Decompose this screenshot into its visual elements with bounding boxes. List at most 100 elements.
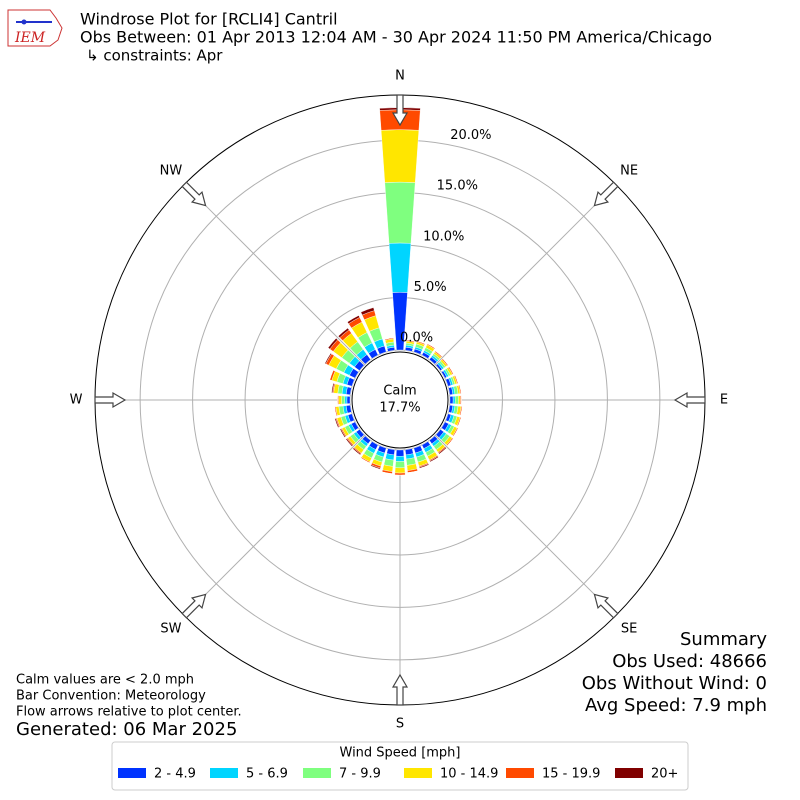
bar-segment [380, 129, 420, 183]
bar-segment [453, 428, 459, 437]
flow-arrow-shape [391, 94, 409, 127]
logo-text: IEM [14, 30, 46, 46]
legend-label: 7 - 9.9 [339, 767, 381, 782]
flow-arrow-shape [593, 181, 619, 207]
flow-arrow-shape [94, 391, 127, 409]
spoke [183, 183, 365, 365]
chart-subtitle: Obs Between: 01 Apr 2013 12:04 AM - 30 A… [80, 28, 712, 47]
flow-arrow [391, 673, 409, 706]
direction-label: SE [621, 622, 637, 637]
logo-outline [7, 9, 63, 47]
flow-arrow-shape [391, 673, 409, 706]
legend-label: 20+ [651, 767, 678, 782]
flow-arrow-shape [673, 391, 706, 409]
flow-arrow-shape [181, 593, 207, 619]
summary-line: Avg Speed: 7.9 mph [585, 695, 767, 716]
bar-segment [395, 455, 405, 462]
legend-swatch [210, 768, 238, 778]
flow-arrow [673, 391, 706, 409]
flow-arrow [593, 181, 619, 207]
bar-segment [341, 395, 346, 405]
note: Calm values are < 2.0 mph [16, 673, 194, 688]
legend-label: 5 - 6.9 [246, 767, 288, 782]
bar-segment [449, 396, 454, 404]
summary-line: Obs Without Wind: 0 [582, 673, 767, 694]
bar-segment [344, 395, 348, 405]
direction-label: S [396, 717, 404, 732]
bar-segment [438, 447, 447, 455]
bar-segment [442, 358, 449, 366]
spoke [183, 435, 365, 617]
flow-arrow [593, 593, 619, 619]
bar-segment [384, 337, 394, 340]
bar-segment [419, 463, 430, 469]
spoke [435, 435, 617, 617]
bar-segment [384, 181, 416, 244]
flow-arrow [94, 391, 127, 409]
bar-segment [324, 352, 332, 365]
r-tick-label: 10.0% [423, 229, 464, 244]
flow-arrow [181, 181, 207, 207]
r-tick-label: 0.0% [400, 331, 433, 346]
bar-segment [394, 467, 406, 474]
spoke [435, 183, 617, 365]
bar-segment [334, 418, 340, 428]
flow-arrow [391, 94, 409, 127]
logo: IEM [7, 9, 63, 47]
bar-segment [407, 470, 418, 473]
generated: Generated: 06 Mar 2025 [16, 719, 237, 740]
logo-dot [21, 19, 27, 25]
r-tick-label: 5.0% [414, 280, 447, 295]
summary-line: Summary [680, 629, 767, 650]
legend-swatch [404, 768, 432, 778]
calm-circle [351, 351, 449, 449]
bar-segment [338, 395, 342, 405]
bar-segment [331, 383, 335, 394]
bar-segment [427, 343, 436, 349]
bar-segment [360, 307, 375, 316]
legend-label: 2 - 4.9 [154, 767, 196, 782]
bar-segment [329, 370, 334, 380]
legend-swatch [303, 768, 331, 778]
bar-segment [382, 471, 393, 474]
bar-segment [429, 455, 439, 463]
constraints: ↳ constraints: Apr [86, 47, 223, 65]
flow-arrow [181, 593, 207, 619]
bar-segment [447, 438, 454, 446]
bar-segment [454, 395, 459, 405]
legend-label: 15 - 19.9 [542, 767, 600, 782]
note: Bar Convention: Meteorology [16, 689, 206, 704]
bar-segment [394, 472, 406, 476]
summary-line: Obs Used: 48666 [612, 651, 767, 672]
bar-segment [339, 428, 346, 438]
flow-arrow-shape [181, 181, 207, 207]
bar-segment [338, 327, 350, 338]
legend-label: 10 - 14.9 [440, 767, 498, 782]
bar-segment [352, 447, 362, 456]
legend-box [111, 741, 689, 791]
legend-swatch [506, 768, 534, 778]
direction-label: NE [620, 163, 638, 178]
bar-segment [395, 449, 405, 457]
direction-label: N [395, 69, 405, 84]
r-tick-label: 20.0% [450, 128, 491, 143]
legend-title: Wind Speed [mph] [340, 746, 461, 761]
bar-segment [416, 340, 426, 344]
calm-label: Calm [383, 384, 416, 399]
chart-title: Windrose Plot for [RCLI4] Cantril [80, 10, 338, 29]
bar-segment [388, 242, 412, 293]
bar-segment [459, 385, 462, 394]
bar-segment [370, 464, 381, 470]
bar-segment [346, 396, 351, 404]
bar-segment [345, 438, 353, 447]
note: Flow arrows relative to plot center. [16, 705, 242, 720]
legend-swatch [118, 768, 146, 778]
r-tick-label: 15.0% [437, 179, 478, 194]
direction-label: W [70, 393, 83, 408]
bar-segment [458, 395, 461, 405]
bar-segment [347, 315, 360, 325]
calm-value: 17.7% [379, 401, 420, 416]
flow-arrow-shape [593, 593, 619, 619]
bar-segment [449, 366, 454, 375]
